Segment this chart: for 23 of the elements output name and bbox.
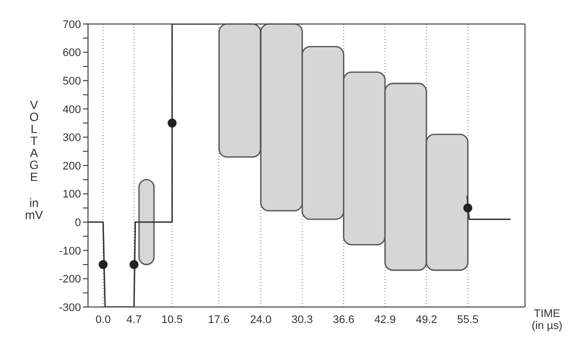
x-tick-label: 55.5 xyxy=(457,314,479,326)
y-tick-label: 0 xyxy=(74,217,81,230)
y-tick-label: -200 xyxy=(58,274,81,286)
x-tick-label: 24.0 xyxy=(250,314,272,326)
y-tick-label: 300 xyxy=(62,132,81,144)
y-tick-label: 200 xyxy=(62,160,81,172)
y-tick-label: -100 xyxy=(58,245,81,258)
x-tick-label: 30.3 xyxy=(292,314,313,326)
y-tick-label: 400 xyxy=(62,104,81,116)
x-tick-label: 17.6 xyxy=(208,314,230,326)
x-tick-label: 0.0 xyxy=(95,314,111,326)
y-tick-label: -300 xyxy=(58,302,81,314)
y-tick-label: 700 xyxy=(62,18,81,31)
x-tick-label: 10.5 xyxy=(161,314,183,326)
x-tick-label: 36.6 xyxy=(332,314,354,326)
y-tick-label: 500 xyxy=(62,76,81,88)
y-tick-label: 100 xyxy=(62,188,81,201)
y-tick-label: 600 xyxy=(62,47,81,60)
x-axis-title: TIME (in µs) xyxy=(532,308,562,332)
x-tick-label: 49.2 xyxy=(416,314,438,326)
x-tick-label: 42.9 xyxy=(374,314,396,326)
text: VOLTAGE in mV xyxy=(25,98,43,222)
x-tick-label: 4.7 xyxy=(126,314,142,326)
